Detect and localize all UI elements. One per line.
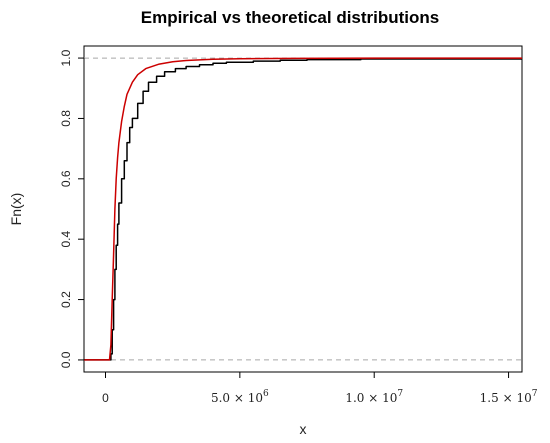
reference-lines <box>84 57 522 361</box>
theoretical-cdf-line <box>84 57 522 361</box>
empirical-cdf-line <box>84 58 522 361</box>
y-tick-label: 0.2 <box>59 291 73 308</box>
y-tick-label: 0.4 <box>59 231 73 248</box>
x-tick-label: 0 <box>102 391 109 405</box>
y-tick-label: 0.6 <box>59 170 73 187</box>
x-tick-label: 5.0 × 106 <box>211 389 269 405</box>
series-layer <box>84 57 522 361</box>
x-axis-label: x <box>300 421 307 437</box>
y-tick-label: 0.8 <box>59 110 73 127</box>
chart-title: Empirical vs theoretical distributions <box>141 8 440 27</box>
y-tick-label: 1.0 <box>59 49 73 66</box>
x-axis: 0 5.0 × 106 1.0 × 107 1.5 × 107 <box>102 371 538 405</box>
y-axis-label: Fn(x) <box>8 193 24 226</box>
x-tick-label: 1.5 × 107 <box>480 389 538 405</box>
y-axis: 0.0 0.2 0.4 0.6 0.8 1.0 <box>59 49 85 368</box>
plot-frame <box>83 45 523 373</box>
y-tick-label: 0.0 <box>59 351 73 368</box>
x-tick-label: 1.0 × 107 <box>345 389 403 405</box>
